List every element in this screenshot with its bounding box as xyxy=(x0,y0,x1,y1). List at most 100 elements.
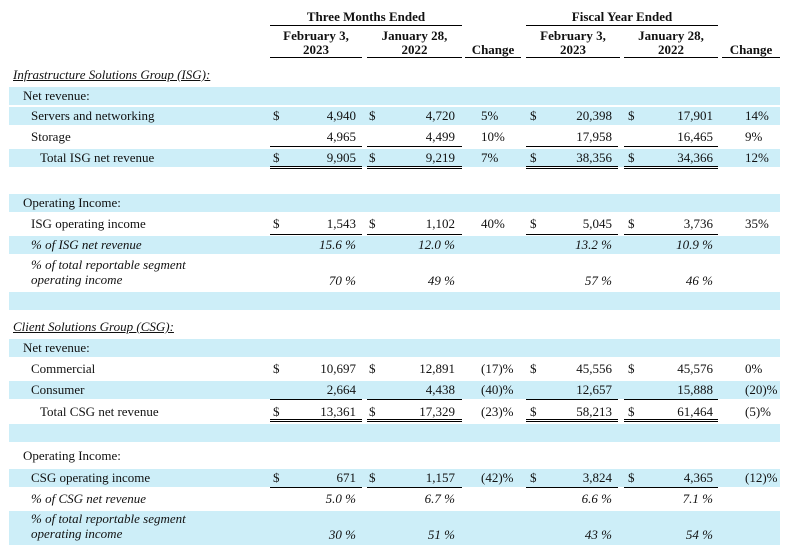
header-f-feb: February 3, 2023 xyxy=(526,29,620,58)
value-q-change: 7% xyxy=(481,150,499,165)
row-label: Operating Income: xyxy=(23,195,121,210)
value-fy-prior: 10.9 % xyxy=(676,237,713,252)
value-q-change: (23)% xyxy=(481,404,514,419)
row-label: Total CSG net revenue xyxy=(40,404,159,419)
value-fy-prior: 61,464 xyxy=(677,404,713,419)
table-row: Net revenue: xyxy=(9,339,780,357)
table-row: Infrastructure Solutions Group (ISG): xyxy=(9,65,780,83)
double-rule xyxy=(526,166,618,169)
value-q-prior: 1,102 xyxy=(425,216,455,231)
double-rule xyxy=(367,419,462,422)
value-fy-change: 14% xyxy=(745,108,769,123)
value-fy-change: (5)% xyxy=(745,404,771,419)
table-row: Total CSG net revenue $ $ $ $13,361 17,329 58,… xyxy=(9,403,780,421)
row-label: Total ISG net revenue xyxy=(40,150,155,165)
value-fy-change: 0% xyxy=(745,361,763,376)
dollar-sign: $ xyxy=(369,361,376,376)
dollar-sign: $ xyxy=(530,150,537,165)
single-rule xyxy=(624,234,718,235)
value-q-current: 13,361 xyxy=(320,404,356,419)
value-q-prior: 4,720 xyxy=(425,108,455,123)
value-q-prior: 49 % xyxy=(427,273,455,288)
dollar-sign: $ xyxy=(273,470,280,485)
dollar-sign: $ xyxy=(628,361,635,376)
double-rule xyxy=(624,166,718,169)
dollar-sign: $ xyxy=(273,216,280,231)
row-label: Operating Income: xyxy=(23,448,121,463)
table-row: Total ISG net revenue $ $ $ $9,905 9,219 38,35… xyxy=(9,149,780,167)
value-q-current: 15.6 % xyxy=(319,237,356,252)
table-row: % of CSG net revenue 5.0 % 6.7 % 6.6 % 7.1 % xyxy=(9,490,780,508)
single-rule xyxy=(367,146,462,147)
value-q-current: 4,940 xyxy=(326,108,356,123)
header-fiscal-year: Fiscal Year Ended xyxy=(526,10,718,26)
row-label: % of ISG net revenue xyxy=(31,237,142,252)
value-q-change: 5% xyxy=(481,108,499,123)
value-q-change: (42)% xyxy=(481,470,514,485)
table-row: Operating Income: xyxy=(9,447,780,465)
double-rule xyxy=(270,166,362,169)
value-q-current: 671 xyxy=(336,470,357,485)
row-label: % of total reportable segment xyxy=(31,257,186,272)
value-fy-current: 3,824 xyxy=(582,470,612,485)
value-q-change: 40% xyxy=(481,216,505,231)
value-q-current: 4,965 xyxy=(326,129,356,144)
single-rule xyxy=(526,487,618,488)
value-q-prior: 12,891 xyxy=(419,361,455,376)
dollar-sign: $ xyxy=(369,470,376,485)
value-fy-current: 13.2 % xyxy=(575,237,612,252)
value-fy-current: 38,356 xyxy=(576,150,612,165)
value-q-current: 1,543 xyxy=(326,216,356,231)
single-rule xyxy=(270,234,362,235)
value-fy-change: 9% xyxy=(745,129,763,144)
value-fy-prior: 3,736 xyxy=(683,216,713,231)
dollar-sign: $ xyxy=(369,216,376,231)
value-fy-prior: 34,366 xyxy=(677,150,713,165)
header-three-months: Three Months Ended xyxy=(270,10,462,26)
double-rule xyxy=(624,419,718,422)
section-heading: Infrastructure Solutions Group (ISG): xyxy=(13,67,211,82)
dollar-sign: $ xyxy=(273,108,280,123)
row-label: % of CSG net revenue xyxy=(31,491,147,506)
value-q-prior: 51 % xyxy=(427,527,455,542)
dollar-sign: $ xyxy=(530,108,537,123)
value-q-prior: 17,329 xyxy=(419,404,455,419)
dollar-sign: $ xyxy=(530,470,537,485)
row-label: Consumer xyxy=(31,382,85,397)
value-fy-change: (20)% xyxy=(745,382,778,397)
table-row: Net revenue: xyxy=(9,87,780,105)
table-row: Commercial $ $ $ $10,697 12,891 45,556 45,576 (1… xyxy=(9,360,780,378)
single-rule xyxy=(367,399,462,400)
row-label: operating income xyxy=(31,272,123,287)
table-row: % of ISG net revenue 15.6 % 12.0 % 13.2 % 10… xyxy=(9,236,780,254)
value-q-prior: 4,438 xyxy=(425,382,455,397)
table-row xyxy=(9,170,780,188)
row-label: Net revenue: xyxy=(23,88,90,103)
value-fy-current: 5,045 xyxy=(582,216,612,231)
single-rule xyxy=(624,146,718,147)
value-fy-current: 43 % xyxy=(584,527,612,542)
row-label: operating income xyxy=(31,526,123,541)
row-label: Net revenue: xyxy=(23,340,90,355)
value-q-current: 9,905 xyxy=(326,150,356,165)
value-fy-current: 20,398 xyxy=(576,108,612,123)
value-q-change: (40)% xyxy=(481,382,514,397)
double-rule xyxy=(526,419,618,422)
row-label: CSG operating income xyxy=(31,470,151,485)
dollar-sign: $ xyxy=(369,150,376,165)
value-fy-current: 45,556 xyxy=(576,361,612,376)
single-rule xyxy=(526,146,618,147)
section-heading: Client Solutions Group (CSG): xyxy=(13,319,174,334)
table-row: ISG operating income $ $ $ $1,543 1,102 5,045 3… xyxy=(9,215,780,233)
single-rule xyxy=(367,487,462,488)
value-q-prior: 12.0 % xyxy=(418,237,455,252)
value-fy-prior: 7.1 % xyxy=(682,491,713,506)
value-fy-prior: 4,365 xyxy=(683,470,713,485)
value-fy-change: 35% xyxy=(745,216,769,231)
row-label: Commercial xyxy=(31,361,96,376)
value-fy-prior: 45,576 xyxy=(677,361,713,376)
table-row xyxy=(9,292,780,310)
value-q-prior: 4,499 xyxy=(425,129,455,144)
dollar-sign: $ xyxy=(273,361,280,376)
header-q-jan: January 28, 2022 xyxy=(367,29,462,58)
